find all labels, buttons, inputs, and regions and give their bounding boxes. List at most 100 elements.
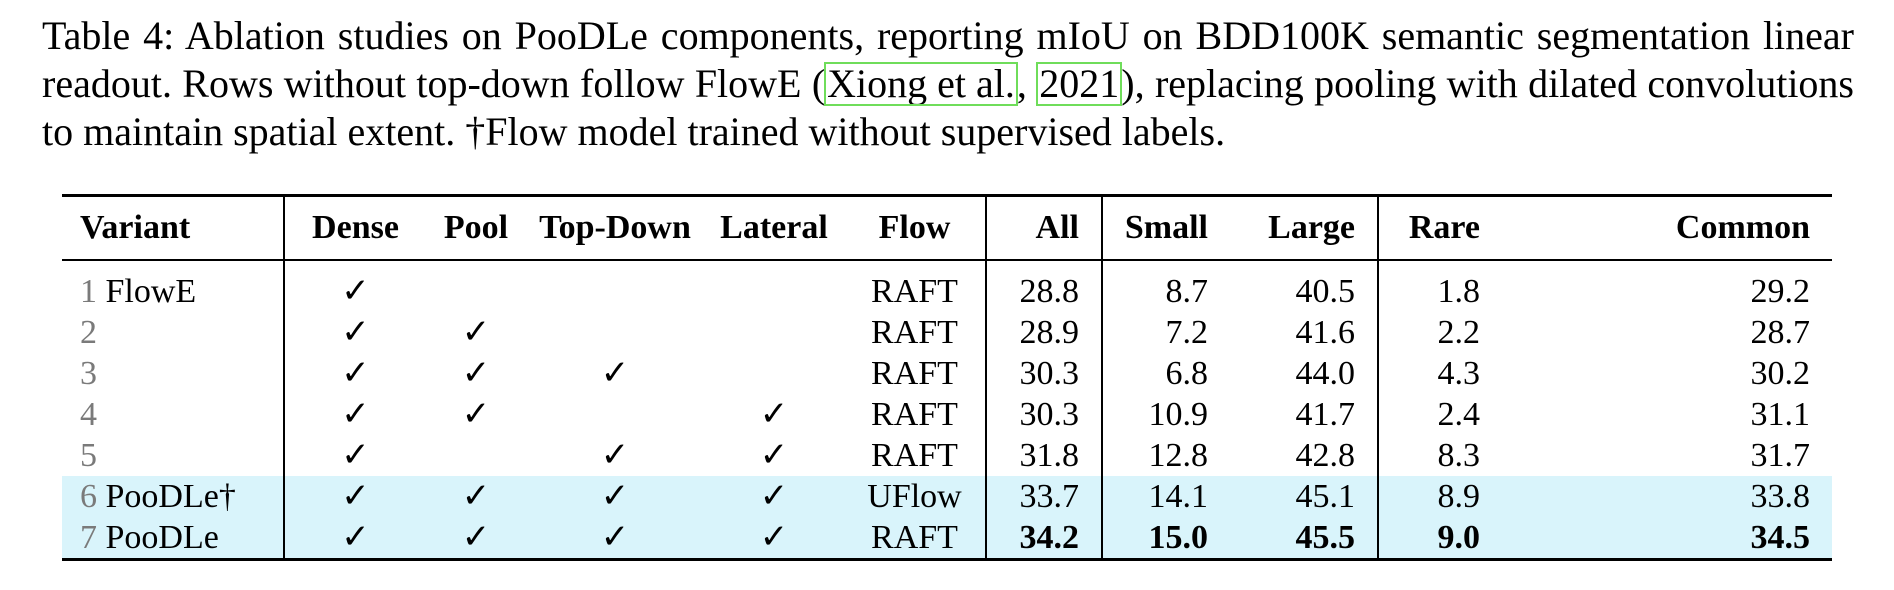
cell-rare: 2.4 xyxy=(1437,396,1481,433)
cell-all: 34.2 xyxy=(986,517,1103,560)
table-row: 5 ✓ ✓ ✓ RAFT 31.8 12.8 42.8 8.3 31.7 xyxy=(62,435,1832,476)
cell-rare: 4.3 xyxy=(1437,355,1481,392)
cell-rare: 8.3 xyxy=(1437,437,1481,474)
row-index: 1 xyxy=(80,273,97,310)
variant-name: PooDLe† xyxy=(105,478,236,515)
cell-small: 8.7 xyxy=(1165,273,1209,310)
cell-lateral xyxy=(704,260,844,312)
cell-variant: 5 xyxy=(62,435,285,476)
cell-dense: ✓ xyxy=(341,517,370,557)
row-index: 6 xyxy=(80,478,97,515)
spacer xyxy=(97,273,106,310)
cell-common: 31.1 xyxy=(1750,396,1811,433)
cell-flow: UFlow xyxy=(844,476,987,517)
cell-top-down: ✓ xyxy=(600,435,630,475)
row-index: 5 xyxy=(80,437,97,474)
cell-all: 31.8 xyxy=(986,435,1103,476)
cell-lateral: ✓ xyxy=(759,476,789,516)
caption-cite-separator: , xyxy=(1016,61,1038,106)
cell-rare: 9.0 xyxy=(1437,519,1481,556)
cell-variant: 2 xyxy=(62,312,285,353)
cell-variant: 4 xyxy=(62,394,285,435)
cell-variant: 7 PooDLe xyxy=(62,517,285,560)
table-row: 4 ✓ ✓ ✓ RAFT 30.3 10.9 41.7 2.4 31.1 xyxy=(62,394,1832,435)
cell-small: 14.1 xyxy=(1148,478,1209,515)
row-index: 4 xyxy=(80,396,97,433)
citation-link-author[interactable]: Xiong et al. xyxy=(824,61,1018,106)
variant-name: PooDLe xyxy=(105,519,219,556)
caption-text-after: ), replacing pooling with dilated convol… xyxy=(42,61,1854,154)
table-row: 1 FlowE ✓ RAFT 28.8 8.7 40.5 1.8 29.2 xyxy=(62,260,1832,312)
cell-dense: ✓ xyxy=(341,271,370,311)
cell-flow: RAFT xyxy=(844,435,987,476)
cell-pool: ✓ xyxy=(461,476,491,516)
cell-variant: 3 xyxy=(62,353,285,394)
header-dense: Dense xyxy=(312,209,399,246)
cell-rare: 1.8 xyxy=(1437,273,1481,310)
cell-pool xyxy=(426,260,526,312)
cell-rare: 2.2 xyxy=(1437,314,1481,351)
cell-pool xyxy=(426,435,526,476)
cell-top-down: ✓ xyxy=(600,476,630,516)
cell-large: 41.7 xyxy=(1230,394,1379,435)
cell-flow: RAFT xyxy=(844,353,987,394)
cell-dense: ✓ xyxy=(341,435,370,475)
cell-top-down xyxy=(526,312,704,353)
cell-small: 12.8 xyxy=(1148,437,1209,474)
table-header-row: Variant Dense Pool Top-Down Lateral Flow… xyxy=(62,195,1832,260)
cell-pool: ✓ xyxy=(461,312,491,352)
header-flow: Flow xyxy=(844,195,987,260)
table-row: 6 PooDLe† ✓ ✓ ✓ ✓ UFlow 33.7 14.1 45.1 8.9 33.8 xyxy=(62,476,1832,517)
cell-all: 30.3 xyxy=(986,394,1103,435)
cell-lateral xyxy=(704,312,844,353)
header-rare: Rare xyxy=(1408,209,1480,246)
header-lateral: Lateral xyxy=(720,209,828,246)
row-index: 7 xyxy=(80,519,97,556)
header-small: Small xyxy=(1124,209,1208,246)
header-variant: Variant xyxy=(62,195,285,260)
citation-link-year[interactable]: 2021 xyxy=(1036,61,1123,106)
header-pool: Pool xyxy=(443,209,509,246)
row-index: 3 xyxy=(80,355,97,392)
cell-small: 10.9 xyxy=(1148,396,1209,433)
cell-lateral xyxy=(704,353,844,394)
row-index: 2 xyxy=(80,314,97,351)
caption-text-before: Table 4: Ablation studies on PooDLe comp… xyxy=(42,13,1854,106)
cell-large: 45.1 xyxy=(1230,476,1379,517)
cell-dense: ✓ xyxy=(341,476,370,516)
cell-all: 30.3 xyxy=(986,353,1103,394)
cell-dense: ✓ xyxy=(341,312,370,352)
cell-large: 44.0 xyxy=(1230,353,1379,394)
ablation-table-container: Variant Dense Pool Top-Down Lateral Flow… xyxy=(62,194,1832,561)
variant-name: FlowE xyxy=(105,273,197,310)
cell-flow: RAFT xyxy=(844,517,987,560)
cell-top-down xyxy=(526,260,704,312)
cell-common: 29.2 xyxy=(1750,273,1811,310)
cell-common: 28.7 xyxy=(1750,314,1811,351)
cell-flow: RAFT xyxy=(844,260,987,312)
cell-large: 45.5 xyxy=(1230,517,1379,560)
cell-large: 41.6 xyxy=(1230,312,1379,353)
header-all: All xyxy=(986,195,1103,260)
cell-small: 7.2 xyxy=(1165,314,1209,351)
cell-common: 30.2 xyxy=(1750,355,1811,392)
cell-flow: RAFT xyxy=(844,394,987,435)
table-caption: Table 4: Ablation studies on PooDLe comp… xyxy=(42,12,1854,156)
cell-small: 15.0 xyxy=(1148,519,1209,556)
spacer xyxy=(97,519,106,556)
table-row: 7 PooDLe ✓ ✓ ✓ ✓ RAFT 34.2 15.0 45.5 9.0 34.5 xyxy=(62,517,1832,560)
cell-lateral: ✓ xyxy=(759,394,789,434)
cell-common: 33.8 xyxy=(1750,478,1811,515)
table-row: 2 ✓ ✓ RAFT 28.9 7.2 41.6 2.2 28.7 xyxy=(62,312,1832,353)
cell-lateral: ✓ xyxy=(759,435,789,475)
cell-common: 31.7 xyxy=(1750,437,1811,474)
spacer xyxy=(97,478,106,515)
cell-flow: RAFT xyxy=(844,312,987,353)
cell-variant: 6 PooDLe† xyxy=(62,476,285,517)
cell-all: 28.8 xyxy=(986,260,1103,312)
header-top-down: Top-Down xyxy=(539,209,691,246)
cell-top-down: ✓ xyxy=(600,353,630,393)
table-row: 3 ✓ ✓ ✓ RAFT 30.3 6.8 44.0 4.3 30.2 xyxy=(62,353,1832,394)
cell-rare: 8.9 xyxy=(1437,478,1481,515)
cell-pool: ✓ xyxy=(461,517,491,557)
